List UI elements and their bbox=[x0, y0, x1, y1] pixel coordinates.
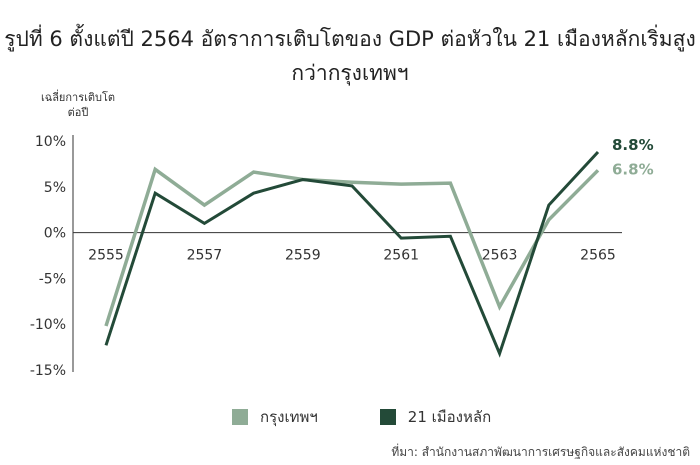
y-tick-label: 0% bbox=[44, 226, 66, 242]
legend-item-21-cities: 21 เมืองหลัก bbox=[379, 405, 492, 429]
x-tick-label: 2559 bbox=[285, 248, 321, 264]
legend-swatch-21-cities bbox=[379, 409, 396, 425]
x-tick-label: 2555 bbox=[88, 248, 124, 264]
legend-label-21-cities: 21 เมืองหลัก bbox=[407, 408, 492, 426]
legend-label-bangkok: กรุงเทพฯ bbox=[260, 408, 318, 426]
y-tick-label: -15% bbox=[30, 363, 66, 379]
end-label-21-cities: 8.8% bbox=[612, 136, 654, 154]
y-tick-label: 10% bbox=[35, 134, 66, 150]
y-tick-label: -10% bbox=[30, 317, 66, 333]
y-tick-label: 5% bbox=[44, 180, 66, 196]
x-tick-label: 2565 bbox=[580, 248, 616, 264]
legend-swatch-bangkok bbox=[232, 409, 248, 425]
source-note: ที่มา: สำนักงานสภาพัฒนาการเศรษฐกิจและสัง… bbox=[391, 445, 690, 459]
y-tick-label: -5% bbox=[39, 271, 66, 287]
chart-title: รูปที่ 6 ตั้งแต่ปี 2564 อัตราการเติบโตขอ… bbox=[4, 27, 696, 85]
legend-item-bangkok: กรุงเทพฯ bbox=[232, 405, 318, 429]
series-line-bangkok bbox=[104, 166, 600, 327]
x-tick-label: 2563 bbox=[482, 248, 518, 264]
series-line-21-cities bbox=[104, 150, 600, 358]
legend: กรุงเทพฯ 21 เมืองหลัก bbox=[232, 405, 553, 429]
x-tick-label: 2557 bbox=[187, 248, 223, 264]
y-axis-label: เฉลี่ยการเติบโตต่อปี bbox=[40, 91, 116, 119]
end-label-bangkok: 6.8% bbox=[612, 160, 654, 178]
x-tick-label: 2561 bbox=[383, 248, 419, 264]
